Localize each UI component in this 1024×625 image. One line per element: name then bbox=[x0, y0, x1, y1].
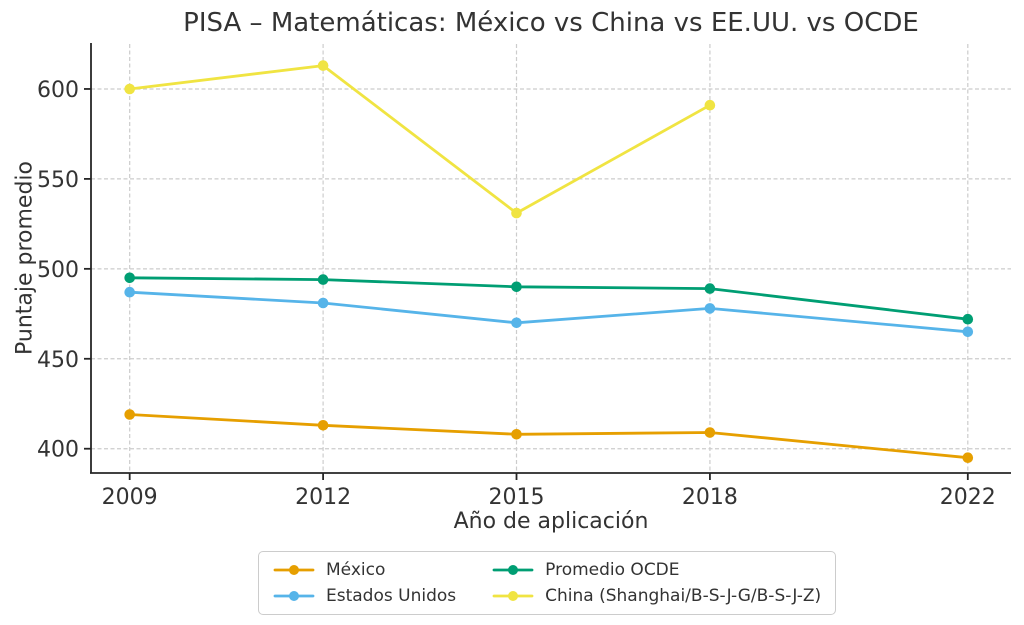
legend-label-mexico: México bbox=[326, 560, 386, 580]
x-tick-label: 2015 bbox=[489, 485, 545, 510]
series-point-3 bbox=[704, 99, 716, 111]
legend: México Estados Unidos Promedio OCDE Chin… bbox=[258, 551, 837, 615]
legend-marker-china-icon bbox=[492, 591, 534, 601]
x-axis-label: Año de aplicación bbox=[453, 509, 649, 534]
series-point-2 bbox=[124, 272, 135, 284]
legend-item-estados-unidos: Estados Unidos bbox=[273, 584, 456, 608]
series-line-1 bbox=[128, 290, 970, 334]
y-tick-label: 450 bbox=[37, 348, 79, 373]
series-point-0 bbox=[317, 420, 329, 431]
legend-marker-estados-unidos-icon bbox=[273, 591, 315, 601]
series-point-3 bbox=[511, 207, 522, 219]
series-point-0 bbox=[704, 427, 716, 438]
x-tick-label: 2022 bbox=[940, 485, 996, 510]
x-tick-label: 2012 bbox=[295, 485, 351, 510]
series-point-1 bbox=[511, 317, 522, 329]
series-point-2 bbox=[511, 281, 522, 293]
legend-item-china: China (Shanghai/B-S-J-G/B-S-J-Z) bbox=[492, 584, 821, 608]
legend-marker-promedio-ocde-icon bbox=[492, 565, 534, 575]
y-tick-label: 400 bbox=[37, 438, 79, 463]
y-tick-label: 600 bbox=[37, 78, 79, 103]
x-tick-label: 2009 bbox=[102, 485, 158, 510]
series-point-1 bbox=[962, 326, 974, 338]
series-point-0 bbox=[511, 429, 522, 440]
legend-label-estados-unidos: Estados Unidos bbox=[326, 586, 457, 606]
series-point-1 bbox=[317, 297, 329, 309]
legend-marker-mexico-icon bbox=[273, 565, 315, 575]
series-point-1 bbox=[124, 286, 135, 298]
series-point-0 bbox=[962, 452, 974, 464]
series-point-2 bbox=[962, 313, 974, 325]
series-point-3 bbox=[317, 60, 329, 71]
chart-title: PISA – Matemáticas: México vs China vs E… bbox=[183, 8, 919, 38]
series-point-1 bbox=[704, 303, 716, 314]
series-line-3 bbox=[128, 64, 712, 215]
y-tick-label: 550 bbox=[37, 168, 79, 193]
legend-label-china: China (Shanghai/B-S-J-G/B-S-J-Z) bbox=[545, 586, 822, 606]
series-point-2 bbox=[704, 283, 716, 294]
legend-label-promedio-ocde: Promedio OCDE bbox=[545, 560, 680, 580]
legend-item-mexico: México bbox=[273, 558, 456, 582]
series-point-0 bbox=[124, 409, 135, 420]
y-tick-label: 500 bbox=[37, 258, 79, 283]
series-point-3 bbox=[124, 83, 135, 95]
series-line-0 bbox=[128, 413, 970, 460]
legend-item-promedio-ocde: Promedio OCDE bbox=[492, 558, 821, 582]
series-point-2 bbox=[317, 274, 329, 285]
x-tick-label: 2018 bbox=[682, 485, 738, 510]
